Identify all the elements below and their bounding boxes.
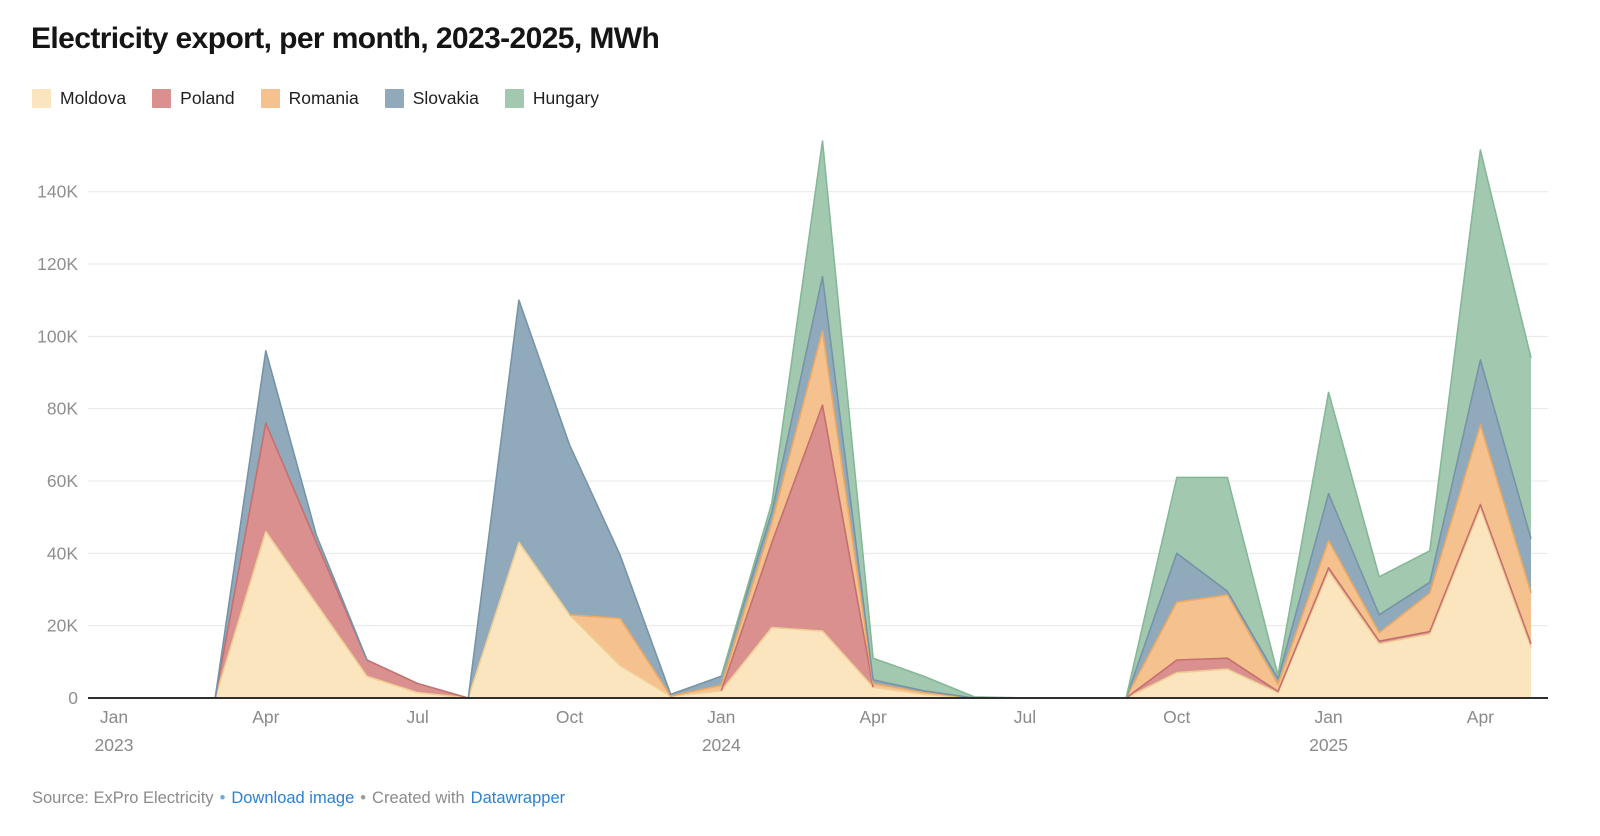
legend-item-moldova: Moldova bbox=[32, 88, 126, 109]
x-tick-label: Apr bbox=[1467, 707, 1494, 727]
legend-label: Moldova bbox=[60, 88, 127, 108]
y-tick-label: 20K bbox=[47, 616, 78, 636]
legend-swatch-poland bbox=[152, 89, 172, 108]
legend-item-romania: Romania bbox=[260, 88, 359, 109]
x-tick-label: Apr bbox=[252, 707, 279, 727]
legend-label: Poland bbox=[180, 88, 235, 108]
download-image-link[interactable]: Download image bbox=[231, 789, 355, 807]
legend-label: Hungary bbox=[532, 88, 600, 108]
legend-swatch-slovakia bbox=[384, 89, 404, 108]
x-tick-label: Oct bbox=[1163, 707, 1190, 727]
x-tick-label: Apr bbox=[859, 707, 886, 727]
x-tick-year-label: 2024 bbox=[702, 735, 741, 755]
y-tick-label: 100K bbox=[37, 326, 78, 346]
y-tick-label: 80K bbox=[47, 399, 78, 419]
legend-item-hungary: Hungary bbox=[504, 88, 600, 109]
y-tick-label: 120K bbox=[37, 254, 78, 274]
area-edge-hungary bbox=[720, 140, 1532, 699]
x-tick-label: Jan bbox=[1314, 707, 1342, 727]
x-tick-label: Jan bbox=[707, 707, 735, 727]
legend-label: Romania bbox=[288, 88, 359, 108]
source-text: Source: ExPro Electricity bbox=[32, 789, 214, 807]
legend-item-slovakia: Slovakia bbox=[384, 88, 479, 109]
legend-item-poland: Poland bbox=[152, 88, 235, 109]
x-tick-label: Oct bbox=[556, 707, 583, 727]
x-tick-year-label: 2025 bbox=[1309, 735, 1348, 755]
area-edge-moldova bbox=[214, 507, 1532, 699]
area-moldova bbox=[114, 508, 1531, 698]
legend-swatch-hungary bbox=[504, 89, 524, 108]
datawrapper-link[interactable]: Datawrapper bbox=[470, 789, 566, 807]
created-with-text: Created with bbox=[372, 789, 465, 807]
separator-dot: • bbox=[360, 789, 367, 807]
legend-swatch-romania bbox=[260, 89, 280, 108]
area-hungary bbox=[114, 141, 1531, 699]
chart-footer: Source: ExPro Electricity • Download ima… bbox=[32, 789, 565, 808]
legend-swatch-moldova bbox=[32, 89, 51, 108]
x-tick-label: Jul bbox=[1014, 707, 1036, 727]
x-tick-label: Jan bbox=[100, 707, 128, 727]
chart-legend: Moldova Poland Romania Slovakia Hungary bbox=[32, 88, 599, 109]
separator-dot: • bbox=[219, 789, 226, 807]
y-tick-label: 140K bbox=[37, 182, 78, 202]
x-tick-year-label: 2023 bbox=[95, 735, 134, 755]
area-edge-romania bbox=[569, 330, 1532, 699]
area-slovakia bbox=[114, 276, 1531, 698]
chart-title: Electricity export, per month, 2023-2025… bbox=[31, 22, 660, 55]
y-tick-label: 60K bbox=[47, 471, 78, 491]
legend-label: Slovakia bbox=[412, 88, 479, 108]
y-tick-label: 0 bbox=[68, 688, 78, 708]
y-tick-label: 40K bbox=[47, 543, 78, 563]
area-romania bbox=[114, 330, 1531, 698]
area-poland bbox=[114, 405, 1531, 698]
area-edge-poland bbox=[214, 404, 1532, 699]
x-tick-label: Jul bbox=[406, 707, 428, 727]
